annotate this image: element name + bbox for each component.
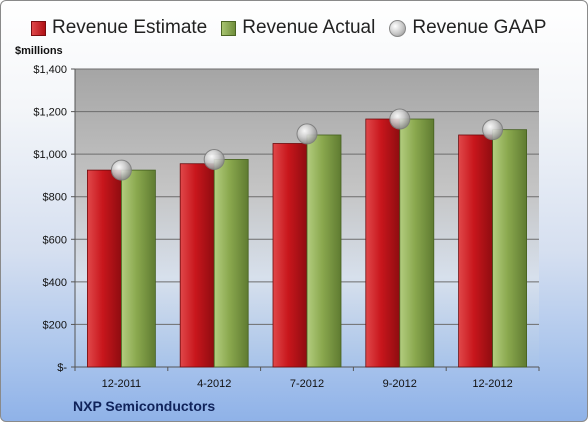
y-tick-label: $1,000 — [33, 149, 67, 161]
x-tick-label: 9-2012 — [383, 378, 417, 390]
x-tick-label: 7-2012 — [290, 378, 324, 390]
legend-label-estimate: Revenue Estimate — [52, 17, 208, 38]
y-tick-label: $400 — [43, 277, 67, 289]
legend-swatch-estimate — [31, 20, 46, 36]
x-tick-label: 4-2012 — [197, 378, 231, 390]
legend-label-gaap: Revenue GAAP — [412, 17, 547, 38]
legend-item-actual: Revenue Actual — [221, 17, 375, 39]
y-tick-label: $- — [57, 362, 67, 374]
bar-revenue-actual — [399, 118, 435, 368]
marker-revenue-gaap — [110, 159, 132, 181]
bar-revenue-estimate — [87, 169, 122, 368]
x-tick-label: 12-2011 — [102, 378, 142, 390]
marker-revenue-gaap — [389, 108, 411, 130]
bar-revenue-estimate — [365, 118, 401, 368]
company-name: NXP Semiconductors — [73, 398, 216, 414]
y-tick-label: $800 — [43, 192, 67, 204]
x-tick-label: 12-2012 — [472, 378, 512, 390]
bar-revenue-estimate — [179, 163, 215, 368]
bar-revenue-estimate — [272, 143, 308, 368]
y-tick-label: $1,400 — [33, 64, 67, 76]
bar-revenue-actual — [306, 134, 342, 368]
marker-revenue-gaap — [296, 123, 318, 145]
legend-swatch-actual — [221, 20, 237, 36]
legend-label-actual: Revenue Actual — [242, 17, 376, 38]
legend-swatch-gaap — [389, 19, 407, 37]
bar-revenue-actual — [213, 159, 249, 368]
y-tick-label: $1,200 — [33, 107, 67, 119]
marker-revenue-gaap — [203, 148, 225, 170]
legend-item-estimate: Revenue Estimate — [31, 17, 207, 39]
legend: Revenue Estimate Revenue Actual Revenue … — [31, 17, 546, 39]
y-tick-label: $200 — [43, 319, 67, 331]
bar-revenue-actual — [492, 129, 528, 368]
y-axis-unit-label: $millions — [15, 45, 63, 57]
marker-revenue-gaap — [482, 119, 504, 141]
legend-item-gaap: Revenue GAAP — [389, 17, 546, 39]
y-tick-label: $600 — [43, 234, 67, 246]
bar-revenue-estimate — [458, 134, 494, 368]
bar-revenue-actual — [121, 169, 156, 368]
